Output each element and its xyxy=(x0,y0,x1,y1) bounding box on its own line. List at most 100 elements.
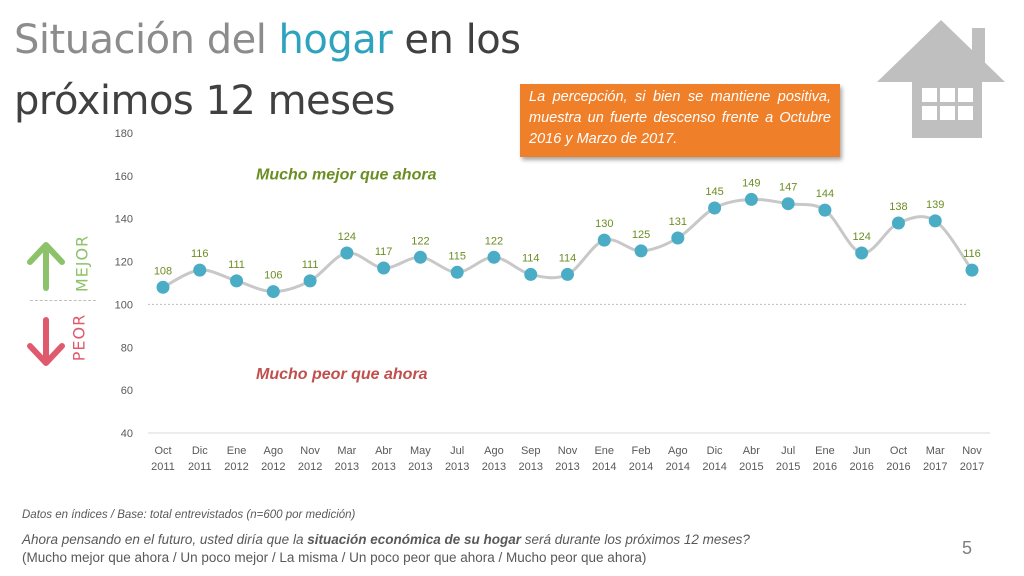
x-tick-label-year: 2011 xyxy=(188,461,212,473)
page-number: 5 xyxy=(962,538,973,558)
data-label: 114 xyxy=(559,252,577,264)
footnote: Datos en índices / Base: total entrevist… xyxy=(22,509,356,521)
x-tick-label-month: Nov xyxy=(558,445,578,457)
chart-annotation-better: Mucho mejor que ahora xyxy=(256,167,437,184)
data-label: 116 xyxy=(191,248,209,260)
data-label: 122 xyxy=(485,235,503,247)
x-tick-label-month: May xyxy=(410,445,431,457)
data-label: 139 xyxy=(926,199,944,211)
x-tick-label-year: 2015 xyxy=(776,461,800,473)
x-tick-label-month: Nov xyxy=(962,445,982,457)
x-tick-label-year: 2015 xyxy=(739,461,763,473)
data-point xyxy=(781,197,795,211)
x-tick-label-month: Oct xyxy=(154,445,171,457)
data-label: 108 xyxy=(154,265,172,277)
x-tick-label-month: Dic xyxy=(707,445,723,457)
x-tick-label-month: Sep xyxy=(521,445,541,457)
x-tick-label-year: 2016 xyxy=(849,461,873,473)
x-tick-label-year: 2013 xyxy=(482,461,506,473)
x-tick-label-month: Jun xyxy=(853,445,871,457)
x-tick-label-month: Mar xyxy=(337,445,356,457)
data-label: 130 xyxy=(595,218,613,230)
x-tick-label-month: Ago xyxy=(668,445,688,457)
data-label: 111 xyxy=(228,259,245,271)
x-tick-label-month: Oct xyxy=(890,445,907,457)
data-point xyxy=(634,244,648,258)
y-tick-label: 180 xyxy=(115,128,133,140)
answer-options: (Mucho mejor que ahora / Un poco mejor /… xyxy=(22,550,647,565)
x-tick-label-month: Mar xyxy=(926,445,945,457)
chart-annotation-worse: Mucho peor que ahora xyxy=(256,366,428,383)
data-point xyxy=(561,267,574,281)
data-point xyxy=(230,274,244,288)
x-tick-label-month: Ene xyxy=(227,445,247,457)
y-tick-label: 160 xyxy=(115,171,133,183)
arrow-up-icon xyxy=(27,242,65,291)
x-tick-label-year: 2017 xyxy=(960,461,984,473)
x-tick-label-month: Nov xyxy=(300,445,320,457)
title-part-1: Situación del xyxy=(14,17,279,63)
x-tick-label-year: 2011 xyxy=(151,461,175,473)
x-tick-label-year: 2012 xyxy=(261,461,285,473)
data-label: 144 xyxy=(816,188,834,200)
data-point xyxy=(450,265,464,279)
question-post: será durante los próximos 12 meses? xyxy=(521,532,750,547)
x-tick-label-year: 2012 xyxy=(298,461,322,473)
x-tick-label-year: 2013 xyxy=(335,461,359,473)
x-tick-label-year: 2016 xyxy=(813,461,837,473)
data-label: 124 xyxy=(853,231,871,243)
data-point xyxy=(965,263,979,277)
data-point xyxy=(597,233,611,247)
x-tick-label-year: 2012 xyxy=(224,461,248,473)
x-tick-label-year: 2013 xyxy=(555,461,579,473)
data-point xyxy=(487,250,501,264)
x-tick-label-month: Ago xyxy=(264,445,284,457)
x-tick-label-month: Ene xyxy=(594,445,614,457)
data-label: 116 xyxy=(963,248,981,260)
data-point xyxy=(818,203,832,217)
data-label: 138 xyxy=(889,201,907,213)
x-tick-label-year: 2013 xyxy=(445,461,469,473)
data-label: 149 xyxy=(742,177,760,189)
data-point xyxy=(708,201,722,215)
data-label: 115 xyxy=(448,250,466,262)
x-tick-label-year: 2014 xyxy=(702,461,726,473)
y-tick-label: 40 xyxy=(121,428,133,440)
arrow-down-icon xyxy=(27,317,65,366)
x-tick-label-month: Ene xyxy=(815,445,835,457)
page-title: Situación del hogar en los próximos 12 me… xyxy=(14,10,521,132)
x-tick-label-month: Feb xyxy=(632,445,651,457)
survey-question: Ahora pensando en el futuro, usted diría… xyxy=(22,531,750,549)
question-pre: Ahora pensando en el futuro, usted diría… xyxy=(22,532,308,547)
data-point xyxy=(156,280,170,294)
data-label: 124 xyxy=(338,231,356,243)
callout-box: La percepción, si bien se mantiene posit… xyxy=(520,84,840,157)
data-label: 147 xyxy=(779,182,797,194)
y-tick-label: 80 xyxy=(121,342,133,354)
data-point xyxy=(524,267,538,281)
data-point xyxy=(891,216,905,230)
y-tick-label: 140 xyxy=(115,214,133,226)
data-label: 122 xyxy=(411,235,429,247)
data-point xyxy=(377,261,391,275)
data-point xyxy=(340,246,354,260)
title-line-2: próximos 12 meses xyxy=(14,78,395,124)
data-point xyxy=(928,214,942,228)
data-point xyxy=(303,274,317,288)
title-accent-word: hogar xyxy=(278,17,393,63)
data-label: 125 xyxy=(632,229,650,241)
x-tick-label-year: 2014 xyxy=(666,461,690,473)
data-point xyxy=(744,192,758,206)
data-label: 106 xyxy=(264,270,282,282)
data-label: 111 xyxy=(302,259,319,271)
data-point xyxy=(193,263,207,277)
data-point xyxy=(266,285,280,299)
y-tick-label: 60 xyxy=(121,385,133,397)
x-tick-label-month: Abr xyxy=(375,445,392,457)
y-tick-label: 100 xyxy=(115,299,133,311)
data-label: 117 xyxy=(375,246,393,258)
data-point xyxy=(413,250,427,264)
x-tick-label-year: 2016 xyxy=(886,461,910,473)
question-bold: situación económica de su hogar xyxy=(307,532,522,547)
